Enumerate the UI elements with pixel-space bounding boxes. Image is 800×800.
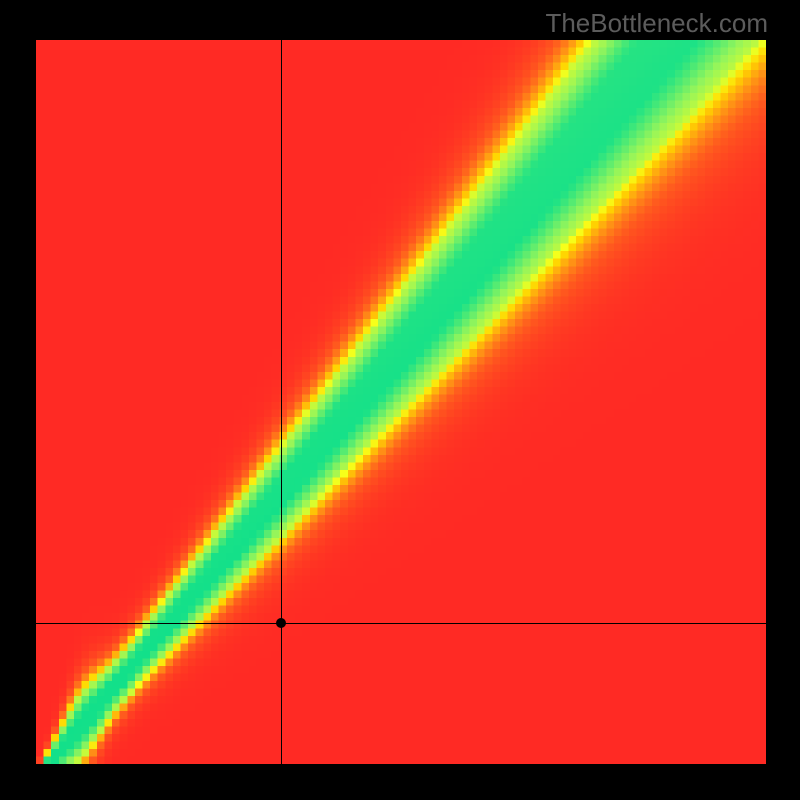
bottleneck-heatmap bbox=[36, 40, 766, 764]
watermark-label: TheBottleneck.com bbox=[545, 8, 768, 39]
crosshair-vertical bbox=[281, 40, 282, 764]
crosshair-horizontal bbox=[36, 623, 766, 624]
data-point-marker bbox=[276, 618, 286, 628]
chart-container: TheBottleneck.com bbox=[0, 0, 800, 800]
